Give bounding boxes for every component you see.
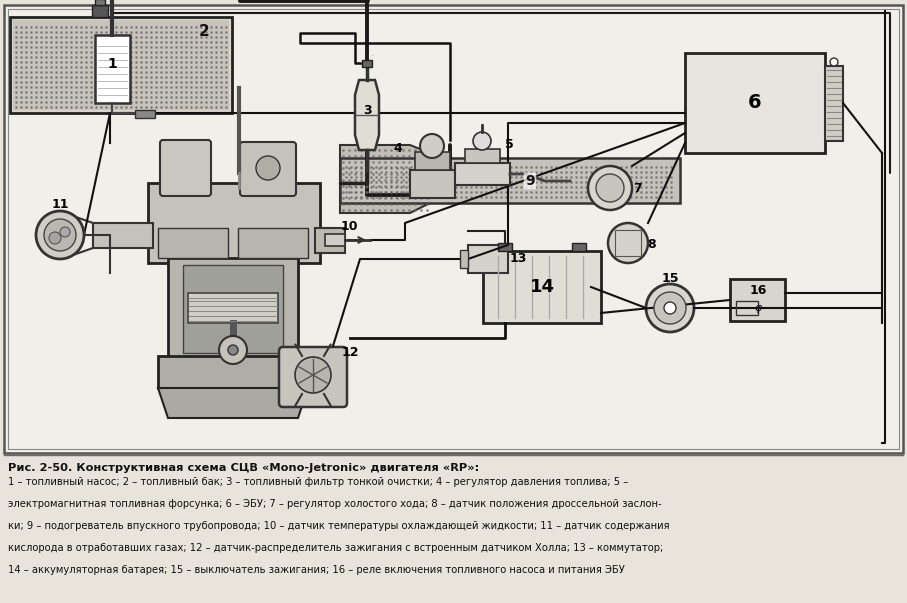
Text: 13: 13 — [510, 253, 527, 265]
Text: 2: 2 — [199, 24, 210, 39]
Text: 1: 1 — [107, 57, 117, 71]
Circle shape — [588, 166, 632, 210]
Circle shape — [654, 292, 686, 324]
Bar — [8, 9, 899, 449]
Circle shape — [49, 232, 61, 244]
Bar — [730, 279, 785, 321]
Bar — [340, 158, 680, 203]
Text: 15: 15 — [661, 271, 678, 285]
FancyBboxPatch shape — [279, 347, 347, 407]
Bar — [188, 293, 278, 323]
Bar — [158, 356, 308, 388]
Circle shape — [36, 211, 84, 259]
Bar — [572, 243, 586, 251]
Text: 10: 10 — [340, 219, 357, 233]
Text: 1 – топливный насос; 2 – топливный бак; 3 – топливный фильтр тонкой очистки; 4 –: 1 – топливный насос; 2 – топливный бак; … — [8, 477, 629, 487]
Bar — [238, 228, 308, 258]
Polygon shape — [355, 80, 379, 150]
Text: 7: 7 — [634, 182, 642, 195]
Text: 16: 16 — [749, 285, 766, 297]
Text: 4: 4 — [394, 142, 403, 154]
Bar — [4, 5, 903, 453]
Polygon shape — [158, 388, 308, 418]
Bar — [158, 228, 228, 258]
Circle shape — [830, 58, 838, 66]
Bar — [93, 223, 153, 248]
Circle shape — [420, 134, 444, 158]
Text: кислорода в отработавших газах; 12 – датчик-распределитель зажигания с встроенны: кислорода в отработавших газах; 12 – дат… — [8, 543, 663, 553]
Circle shape — [664, 302, 676, 314]
Text: 14: 14 — [530, 278, 554, 296]
Text: Рис. 2-50. Конструктивная схема СЦВ «Mono-Jetronic» двигателя «RP»:: Рис. 2-50. Конструктивная схема СЦВ «Mon… — [8, 463, 479, 473]
Circle shape — [608, 223, 648, 263]
Bar — [4, 456, 903, 598]
Text: электромагнитная топливная форсунка; 6 – ЭБУ; 7 – регулятор холостого хода; 8 – : электромагнитная топливная форсунка; 6 –… — [8, 499, 661, 509]
Bar — [92, 5, 108, 17]
FancyBboxPatch shape — [240, 142, 296, 196]
Bar — [460, 250, 468, 268]
Bar — [410, 170, 455, 198]
Circle shape — [256, 156, 280, 180]
Bar — [315, 228, 345, 253]
Bar — [498, 243, 512, 251]
Bar — [736, 301, 758, 315]
Circle shape — [44, 219, 76, 251]
Bar — [415, 152, 450, 170]
Circle shape — [295, 357, 331, 393]
Circle shape — [228, 345, 238, 355]
Bar — [468, 245, 508, 273]
Polygon shape — [340, 145, 430, 213]
Bar — [325, 234, 345, 246]
Bar — [13, 20, 229, 110]
Text: 14 – аккумуляторная батарея; 15 – выключатель зажигания; 16 – реле включения топ: 14 – аккумуляторная батарея; 15 – выключ… — [8, 565, 625, 575]
Text: 5: 5 — [505, 139, 513, 151]
Text: 9: 9 — [525, 174, 535, 188]
Bar — [825, 66, 843, 141]
Circle shape — [219, 336, 247, 364]
FancyBboxPatch shape — [160, 140, 211, 196]
Circle shape — [473, 132, 491, 150]
Bar — [95, 35, 130, 103]
Bar — [168, 258, 298, 358]
Bar — [148, 183, 320, 263]
Bar — [455, 163, 510, 185]
Text: 3: 3 — [363, 104, 371, 116]
Circle shape — [646, 284, 694, 332]
Bar — [95, 0, 105, 5]
Text: φ: φ — [755, 303, 762, 313]
Bar — [483, 251, 601, 323]
Text: 8: 8 — [648, 239, 657, 251]
Circle shape — [596, 174, 624, 202]
Bar — [362, 60, 372, 67]
Bar — [10, 17, 232, 113]
Circle shape — [60, 227, 70, 237]
Text: 12: 12 — [341, 347, 359, 359]
Text: ки; 9 – подогреватель впускного трубопровода; 10 – датчик температуры охлаждающе: ки; 9 – подогреватель впускного трубопро… — [8, 521, 669, 531]
Bar — [685, 53, 825, 153]
Bar — [615, 230, 641, 256]
Bar — [135, 110, 155, 118]
Bar — [183, 265, 283, 353]
Bar — [465, 149, 500, 163]
Text: 11: 11 — [52, 198, 69, 212]
Text: 6: 6 — [748, 93, 762, 113]
